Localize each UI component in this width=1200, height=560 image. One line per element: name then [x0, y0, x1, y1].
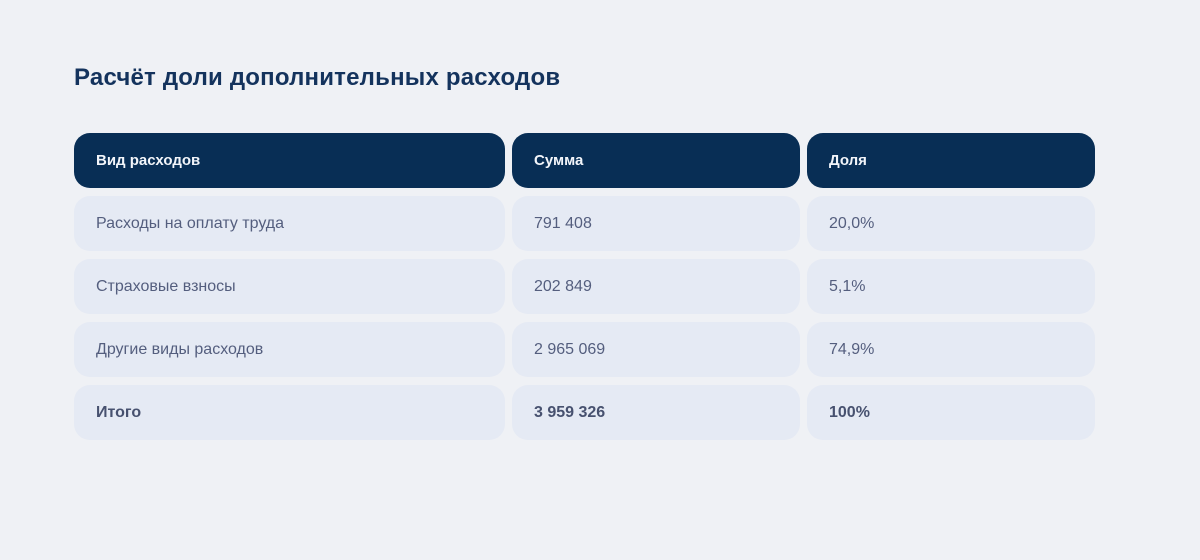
cell-sum: 2 965 069: [512, 322, 800, 377]
cell-expense-type: Расходы на оплату труда: [74, 196, 505, 251]
cell-total-label: Итого: [74, 385, 505, 440]
cell-share: 5,1%: [807, 259, 1095, 314]
column-header-expense-type: Вид расходов: [74, 133, 505, 188]
cell-expense-type: Страховые взносы: [74, 259, 505, 314]
cell-share: 20,0%: [807, 196, 1095, 251]
column-header-share: Доля: [807, 133, 1095, 188]
cell-sum: 791 408: [512, 196, 800, 251]
column-header-sum: Сумма: [512, 133, 800, 188]
expenses-table: Вид расходов Сумма Доля Расходы на оплат…: [74, 133, 1095, 440]
cell-share: 74,9%: [807, 322, 1095, 377]
cell-total-sum: 3 959 326: [512, 385, 800, 440]
cell-expense-type: Другие виды расходов: [74, 322, 505, 377]
page-title: Расчёт доли дополнительных расходов: [74, 64, 561, 91]
cell-total-share: 100%: [807, 385, 1095, 440]
cell-sum: 202 849: [512, 259, 800, 314]
